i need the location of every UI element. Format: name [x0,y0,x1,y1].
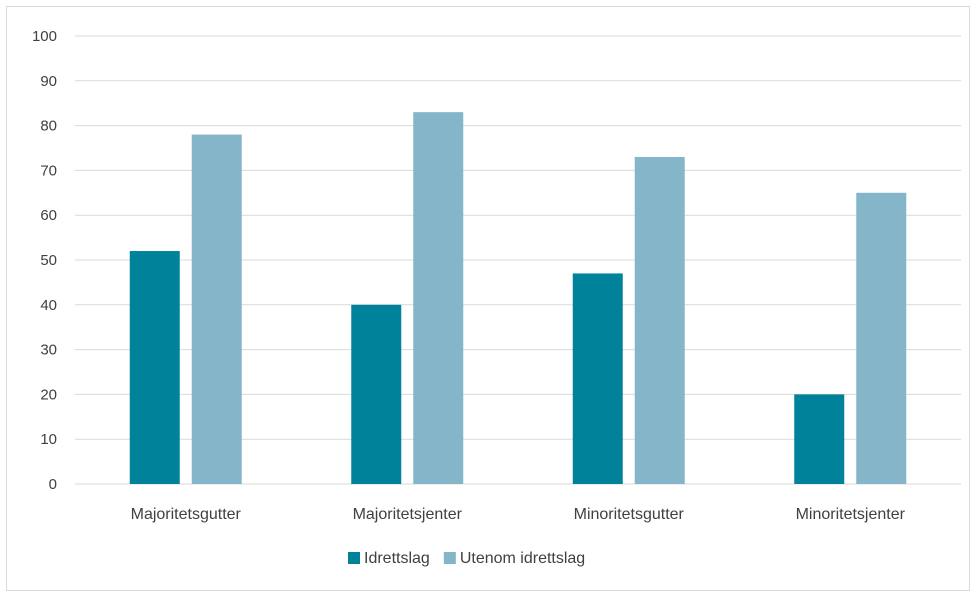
bar-utenom-idrettslag-majoritetsgutter [191,134,242,484]
x-axis-categories: Majoritetsgutter Majoritetsjenter Minorite… [131,506,906,523]
bar-idrettslag-minoritetsgutter [572,273,623,484]
legend-swatch [443,552,456,564]
bar-idrettslag-majoritetsjenter [351,304,402,484]
bars [129,112,907,485]
bar-idrettslag-majoritetsgutter [129,251,180,484]
y-tick-label: 60 [40,207,57,224]
bar-utenom-idrettslag-minoritetsjenter [856,192,907,485]
bar-idrettslag-minoritetsjenter [794,394,845,484]
legend-label: Utenom idrettslag [460,550,585,567]
y-tick-label: 50 [40,252,57,269]
bar-utenom-idrettslag-majoritetsjenter [413,112,464,484]
y-tick-label: 20 [40,386,57,403]
y-tick-label: 100 [32,28,57,45]
y-tick-label: 70 [40,162,57,179]
category-label: Minoritetsgutter [574,506,685,523]
y-tick-label: 80 [40,118,57,135]
chart-frame: 0 10 20 30 40 50 60 70 80 90 100 Majoritetsgutter M… [6,6,970,591]
category-label: Majoritetsgutter [131,506,242,523]
y-tick-label: 40 [40,297,57,314]
y-tick-label: 0 [49,476,57,493]
y-tick-label: 10 [40,431,57,448]
bar-utenom-idrettslag-minoritetsgutter [634,156,685,484]
y-tick-label: 90 [40,73,57,90]
y-axis-ticks: 0 10 20 30 40 50 60 70 80 90 100 [32,28,57,493]
y-tick-label: 30 [40,342,57,359]
legend: Idrettslag Utenom idrettslag [348,550,585,567]
legend-label: Idrettslag [364,550,430,567]
category-label: Majoritetsjenter [353,506,463,523]
category-label: Minoritetsjenter [796,506,906,523]
legend-swatch [348,552,360,564]
